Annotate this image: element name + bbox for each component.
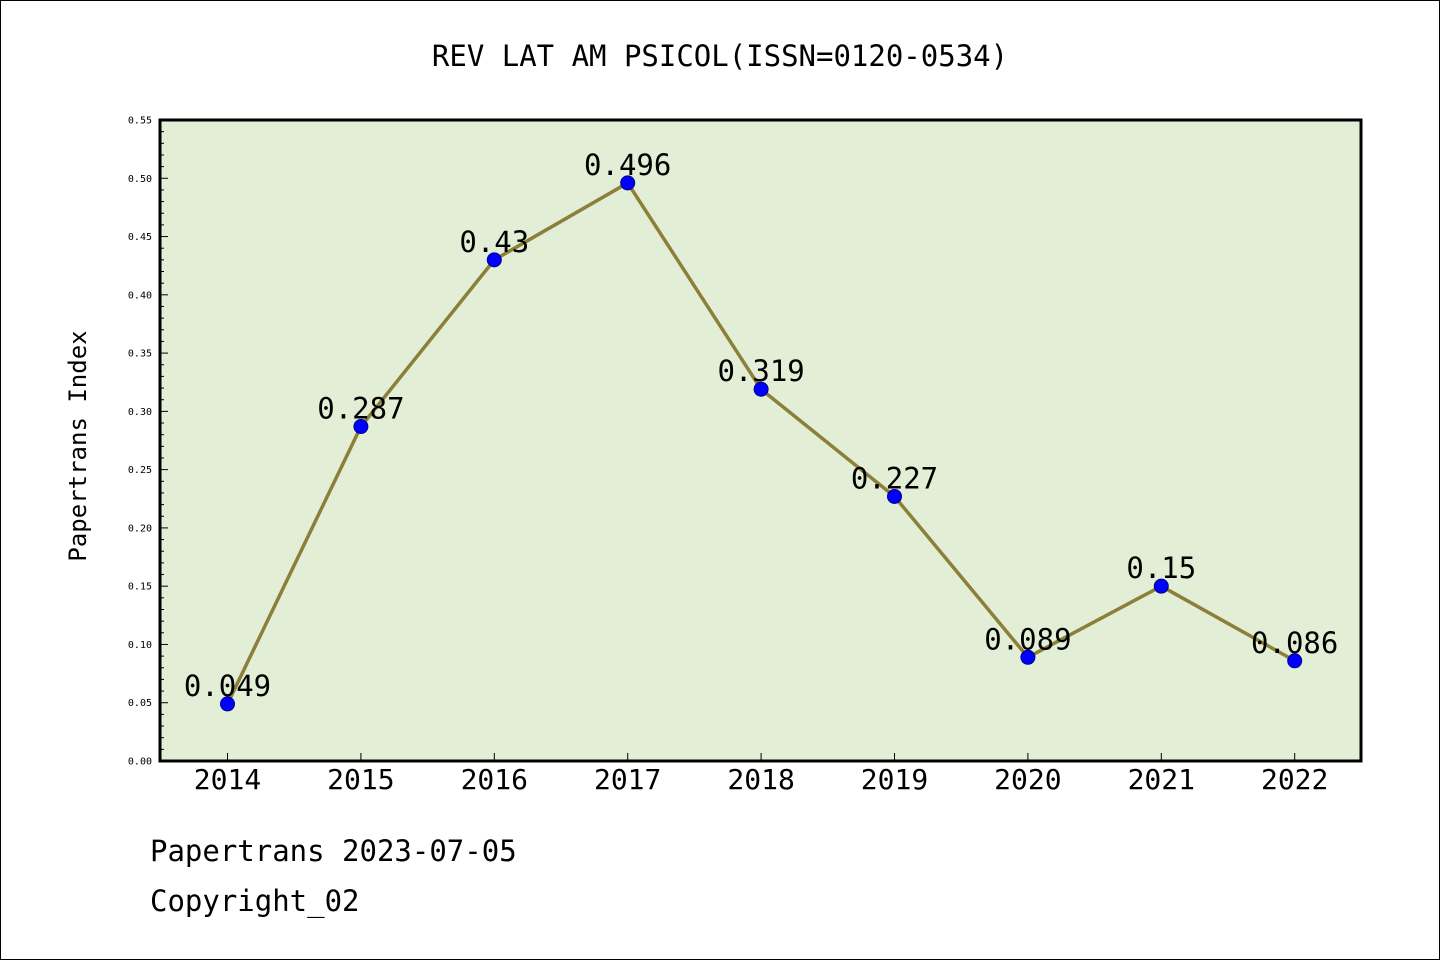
data-point <box>1020 649 1036 665</box>
data-point <box>887 488 902 504</box>
data-label: 0.089 <box>984 622 1071 656</box>
y-tick-label: 0.30 <box>128 407 152 418</box>
y-tick-label: 0.10 <box>128 640 152 651</box>
x-tick-label: 2022 <box>1261 763 1328 796</box>
chart-title: REV LAT AM PSICOL(ISSN=0120-0534) <box>432 39 1008 73</box>
data-point <box>486 252 502 268</box>
x-tick-label: 2014 <box>194 763 261 796</box>
x-tick-label: 2021 <box>1128 763 1195 796</box>
x-tick-label: 2019 <box>861 763 928 796</box>
data-label: 0.43 <box>459 225 529 259</box>
y-tick-label: 0.15 <box>128 582 152 593</box>
y-tick-label: 0.45 <box>128 232 152 243</box>
x-tick-label: 2016 <box>461 763 528 796</box>
data-point <box>620 175 636 191</box>
x-tick-label: 2015 <box>327 763 394 796</box>
data-label: 0.086 <box>1251 626 1338 660</box>
data-label: 0.319 <box>717 354 804 388</box>
y-tick-label: 0.55 <box>128 116 152 127</box>
plot-area <box>158 118 1363 763</box>
x-tick-label: 2020 <box>994 763 1061 796</box>
data-point <box>353 419 369 435</box>
data-label: 0.287 <box>317 392 404 426</box>
data-label: 0.049 <box>184 669 271 703</box>
y-tick-label: 0.05 <box>128 698 152 709</box>
data-label: 0.227 <box>851 461 938 495</box>
y-tick-label: 0.20 <box>128 523 152 534</box>
x-axis: 2014 2015 2016 2017 2018 2019 2020 2021 2022 <box>194 753 1328 796</box>
data-point <box>220 696 235 712</box>
y-tick-label: 0.25 <box>128 465 152 476</box>
y-tick-label: 0.50 <box>128 174 152 185</box>
y-axis-label: Papertrans Index <box>64 330 92 561</box>
y-tick-label: 0.40 <box>128 290 152 301</box>
x-tick-label: 2018 <box>727 763 794 796</box>
data-point <box>1287 653 1303 669</box>
footer-copyright: Copyright_02 <box>150 884 360 918</box>
y-tick-label: 0.35 <box>128 349 152 360</box>
data-labels: 0.049 0.287 0.43 0.496 0.319 0.227 0.089 0.15 0.… <box>184 148 1339 703</box>
y-tick-label: 0.00 <box>128 757 152 768</box>
data-point <box>753 381 769 397</box>
x-tick-label: 2017 <box>594 763 661 796</box>
data-markers <box>220 175 1303 712</box>
y-axis: 0.00 0.05 0.10 0.15 0.20 0.25 0.30 0.35 0.40 0.45… <box>128 116 168 768</box>
data-point <box>1153 578 1169 594</box>
footer-date: Papertrans 2023-07-05 <box>150 834 517 868</box>
data-label: 0.496 <box>584 148 671 182</box>
data-label: 0.15 <box>1126 551 1196 585</box>
